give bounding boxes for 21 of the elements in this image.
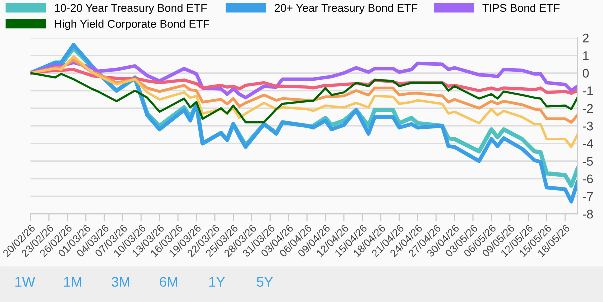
y-tick-label: -3 [583, 122, 594, 131]
text: 1W [16, 277, 36, 287]
y-tick-label: -1 [583, 86, 594, 96]
y-tick-label: -4 [583, 140, 594, 148]
legend-label: 20+ Year Treasury Bond ETF [274, 4, 418, 14]
y-tick-label: 2 [583, 34, 589, 43]
y-tick-label: 1 [583, 52, 589, 60]
y-tick-label: -5 [583, 157, 594, 166]
y-tick-label: -6 [583, 174, 594, 184]
legend-label: High Yield Corporate Bond ETF [55, 20, 210, 30]
text: 6M [160, 277, 178, 288]
y-tick-label: -2 [583, 104, 594, 114]
y-tick-label: -7 [583, 192, 594, 202]
text: 5Y [257, 277, 274, 288]
y-tick-label: 0 [583, 69, 589, 78]
legend-label: TIPS Bond ETF [482, 4, 560, 12]
y-tick-label: -8 [583, 210, 594, 219]
legend-label: 10-20 Year Treasury Bond ETF [55, 4, 208, 14]
text: 1Y [210, 277, 226, 287]
text: 3M [112, 277, 130, 288]
text: 1M [64, 277, 82, 287]
